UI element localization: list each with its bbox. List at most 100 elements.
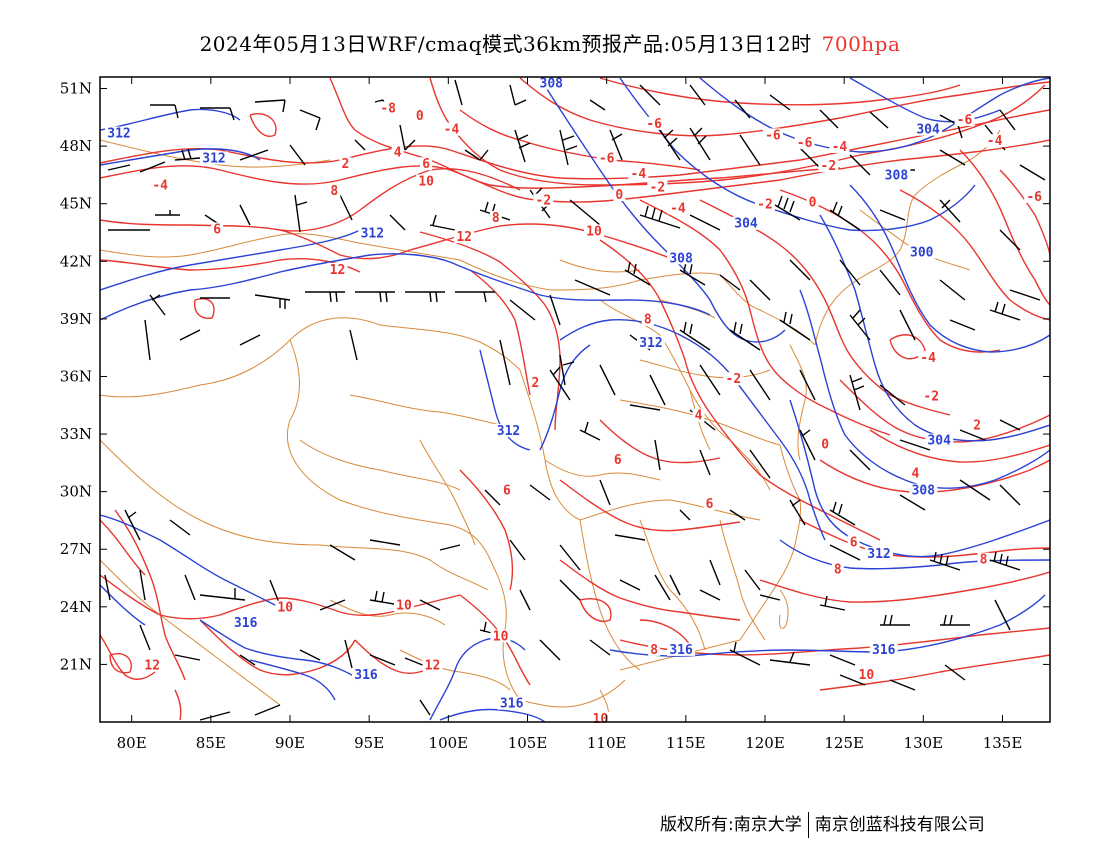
temperature-contour-label-bg (529, 376, 542, 390)
lat-tick-label: 36N (60, 367, 92, 385)
temperature-contour-label-bg (613, 187, 626, 201)
height-contour-label-bg (909, 483, 938, 497)
height-contour-label-bg (637, 335, 665, 349)
lat-tick-label: 48N (60, 137, 92, 155)
lon-tick-label: 85E (196, 734, 226, 752)
temperature-contour-label: -4 (670, 201, 686, 216)
credit-left: 版权所有:南京大学 (660, 815, 802, 835)
temperature-contour-label-bg (818, 159, 839, 173)
temperature-contour-label: 8 (492, 211, 500, 226)
height-contour-label: 316 (354, 668, 378, 683)
temperature-contour-label-bg (918, 351, 939, 365)
temperature-contour-label-bg (971, 418, 984, 432)
height-contour-label: 312 (497, 424, 520, 439)
temperature-contour-label-bg (420, 157, 433, 171)
temperature-contour-label-bg (644, 116, 665, 130)
temperature-contour-label-bg (422, 658, 443, 672)
temperature-contour-label-bg (977, 552, 990, 566)
height-contour-label: 312 (107, 127, 130, 142)
height-contour-label: 304 (734, 217, 758, 232)
lat-tick-label: 51N (60, 80, 92, 98)
temperature-contour-label-bg (416, 174, 437, 188)
temperature-contour-label: 12 (330, 263, 346, 278)
temperature-contour-label: 10 (396, 599, 412, 614)
height-contour-label: 312 (202, 151, 225, 166)
temperature-contour-label-bg (596, 151, 617, 165)
height-contour-label-bg (494, 424, 523, 438)
temperature-contour-label: 8 (650, 643, 658, 658)
temperature-contour-label: 4 (695, 409, 703, 424)
temperature-contour-label-bg (847, 535, 860, 549)
temperature-contour-label-bg (921, 389, 942, 403)
height-contour-label: 312 (361, 226, 384, 241)
temperature-contour-label: 2 (342, 157, 350, 172)
lon-tick-label: 110E (587, 734, 627, 752)
temperature-contour-label: 6 (614, 453, 622, 468)
temperature-contour-label-bg (856, 667, 877, 681)
temperature-contour-label: -4 (631, 167, 647, 182)
temperature-contour-label: -6 (765, 128, 781, 143)
lat-tick-label: 42N (60, 252, 92, 270)
temperature-contour-label-bg (339, 157, 352, 171)
height-contour-label: 316 (669, 643, 693, 658)
lon-tick-label: 135E (983, 734, 1023, 752)
temperature-contour-label-bg (391, 145, 404, 159)
temperature-contour-label-bg (611, 452, 624, 466)
copyright-credit: 版权所有:南京大学 南京创蓝科技有限公司 (660, 810, 985, 838)
temperature-contour-label: 10 (493, 629, 509, 644)
temperature-contour-label: 6 (850, 535, 858, 550)
height-contour-label-bg (231, 616, 260, 630)
height-contour-label: 312 (867, 547, 890, 562)
temperature-contour-label: -4 (444, 123, 460, 138)
height-contour-label: 316 (872, 643, 896, 658)
temperature-contour-label: 10 (277, 601, 293, 616)
temperature-contour-label-bg (327, 262, 348, 276)
lon-tick-label: 120E (745, 734, 785, 752)
height-contour-label-bg (497, 696, 526, 710)
lat-tick-label: 30N (60, 483, 92, 501)
temperature-contour-label: -6 (599, 151, 615, 166)
temperature-contour-label-bg (533, 193, 554, 207)
temperature-contour-label-bg (150, 178, 171, 192)
temperature-contour-label-bg (831, 562, 844, 576)
temperature-contour-label: 0 (416, 109, 424, 124)
temperature-contour-label: -6 (646, 117, 662, 132)
temperature-contour-label: -2 (650, 180, 666, 195)
temperature-contour-label-bg (641, 312, 654, 326)
temperature-contour-label-bg (211, 222, 224, 236)
temperature-contour-label-bg (378, 101, 399, 115)
temperature-contour-label-bg (723, 372, 744, 386)
lon-tick-label: 115E (666, 734, 706, 752)
temperature-contour-label: -2 (821, 159, 837, 174)
height-contour-label-bg (537, 76, 566, 90)
lat-tick-label: 27N (60, 540, 92, 558)
temperature-contour-label-bg (490, 629, 511, 643)
temperature-contour-label: 6 (422, 157, 430, 172)
height-contour-label: 308 (885, 169, 909, 184)
height-contour-label: 308 (912, 484, 936, 499)
temperature-contour-label-bg (984, 134, 1005, 148)
height-contour-label: 316 (500, 697, 524, 712)
lon-tick-label: 125E (824, 734, 864, 752)
temperature-contour-label-bg (489, 210, 502, 224)
temperature-contour-label: -6 (957, 113, 973, 128)
temperature-contour-label: 10 (859, 668, 875, 683)
temperature-contour-label-bg (648, 642, 661, 656)
temperature-contour-label: 6 (706, 497, 714, 512)
title-main: 2024年05月13日WRF/cmaq模式36km预报产品:05月13日12时 (199, 32, 812, 56)
temperature-contour-label: -2 (726, 372, 742, 387)
lat-tick-label: 45N (60, 195, 92, 213)
height-contour-label-bg (869, 642, 898, 656)
temperature-contour-label-bg (394, 598, 414, 612)
height-label-layer: 312 312 308 304 308 304 312 308 300 312 312 304 308 3… (105, 76, 954, 712)
temperature-contour-label: -6 (797, 136, 813, 151)
height-contour-label-bg (732, 216, 760, 230)
temperature-contour-label-bg (703, 497, 716, 510)
height-contour-label-bg (105, 126, 133, 140)
credit-right: 南京创蓝科技有限公司 (814, 815, 985, 835)
height-contour-label: 316 (234, 616, 258, 631)
wind-barbs (104, 79, 1046, 721)
temperature-contour-label-bg (829, 139, 850, 153)
height-contour-label-bg (358, 226, 387, 240)
temperature-contour-label-bg (142, 658, 163, 672)
